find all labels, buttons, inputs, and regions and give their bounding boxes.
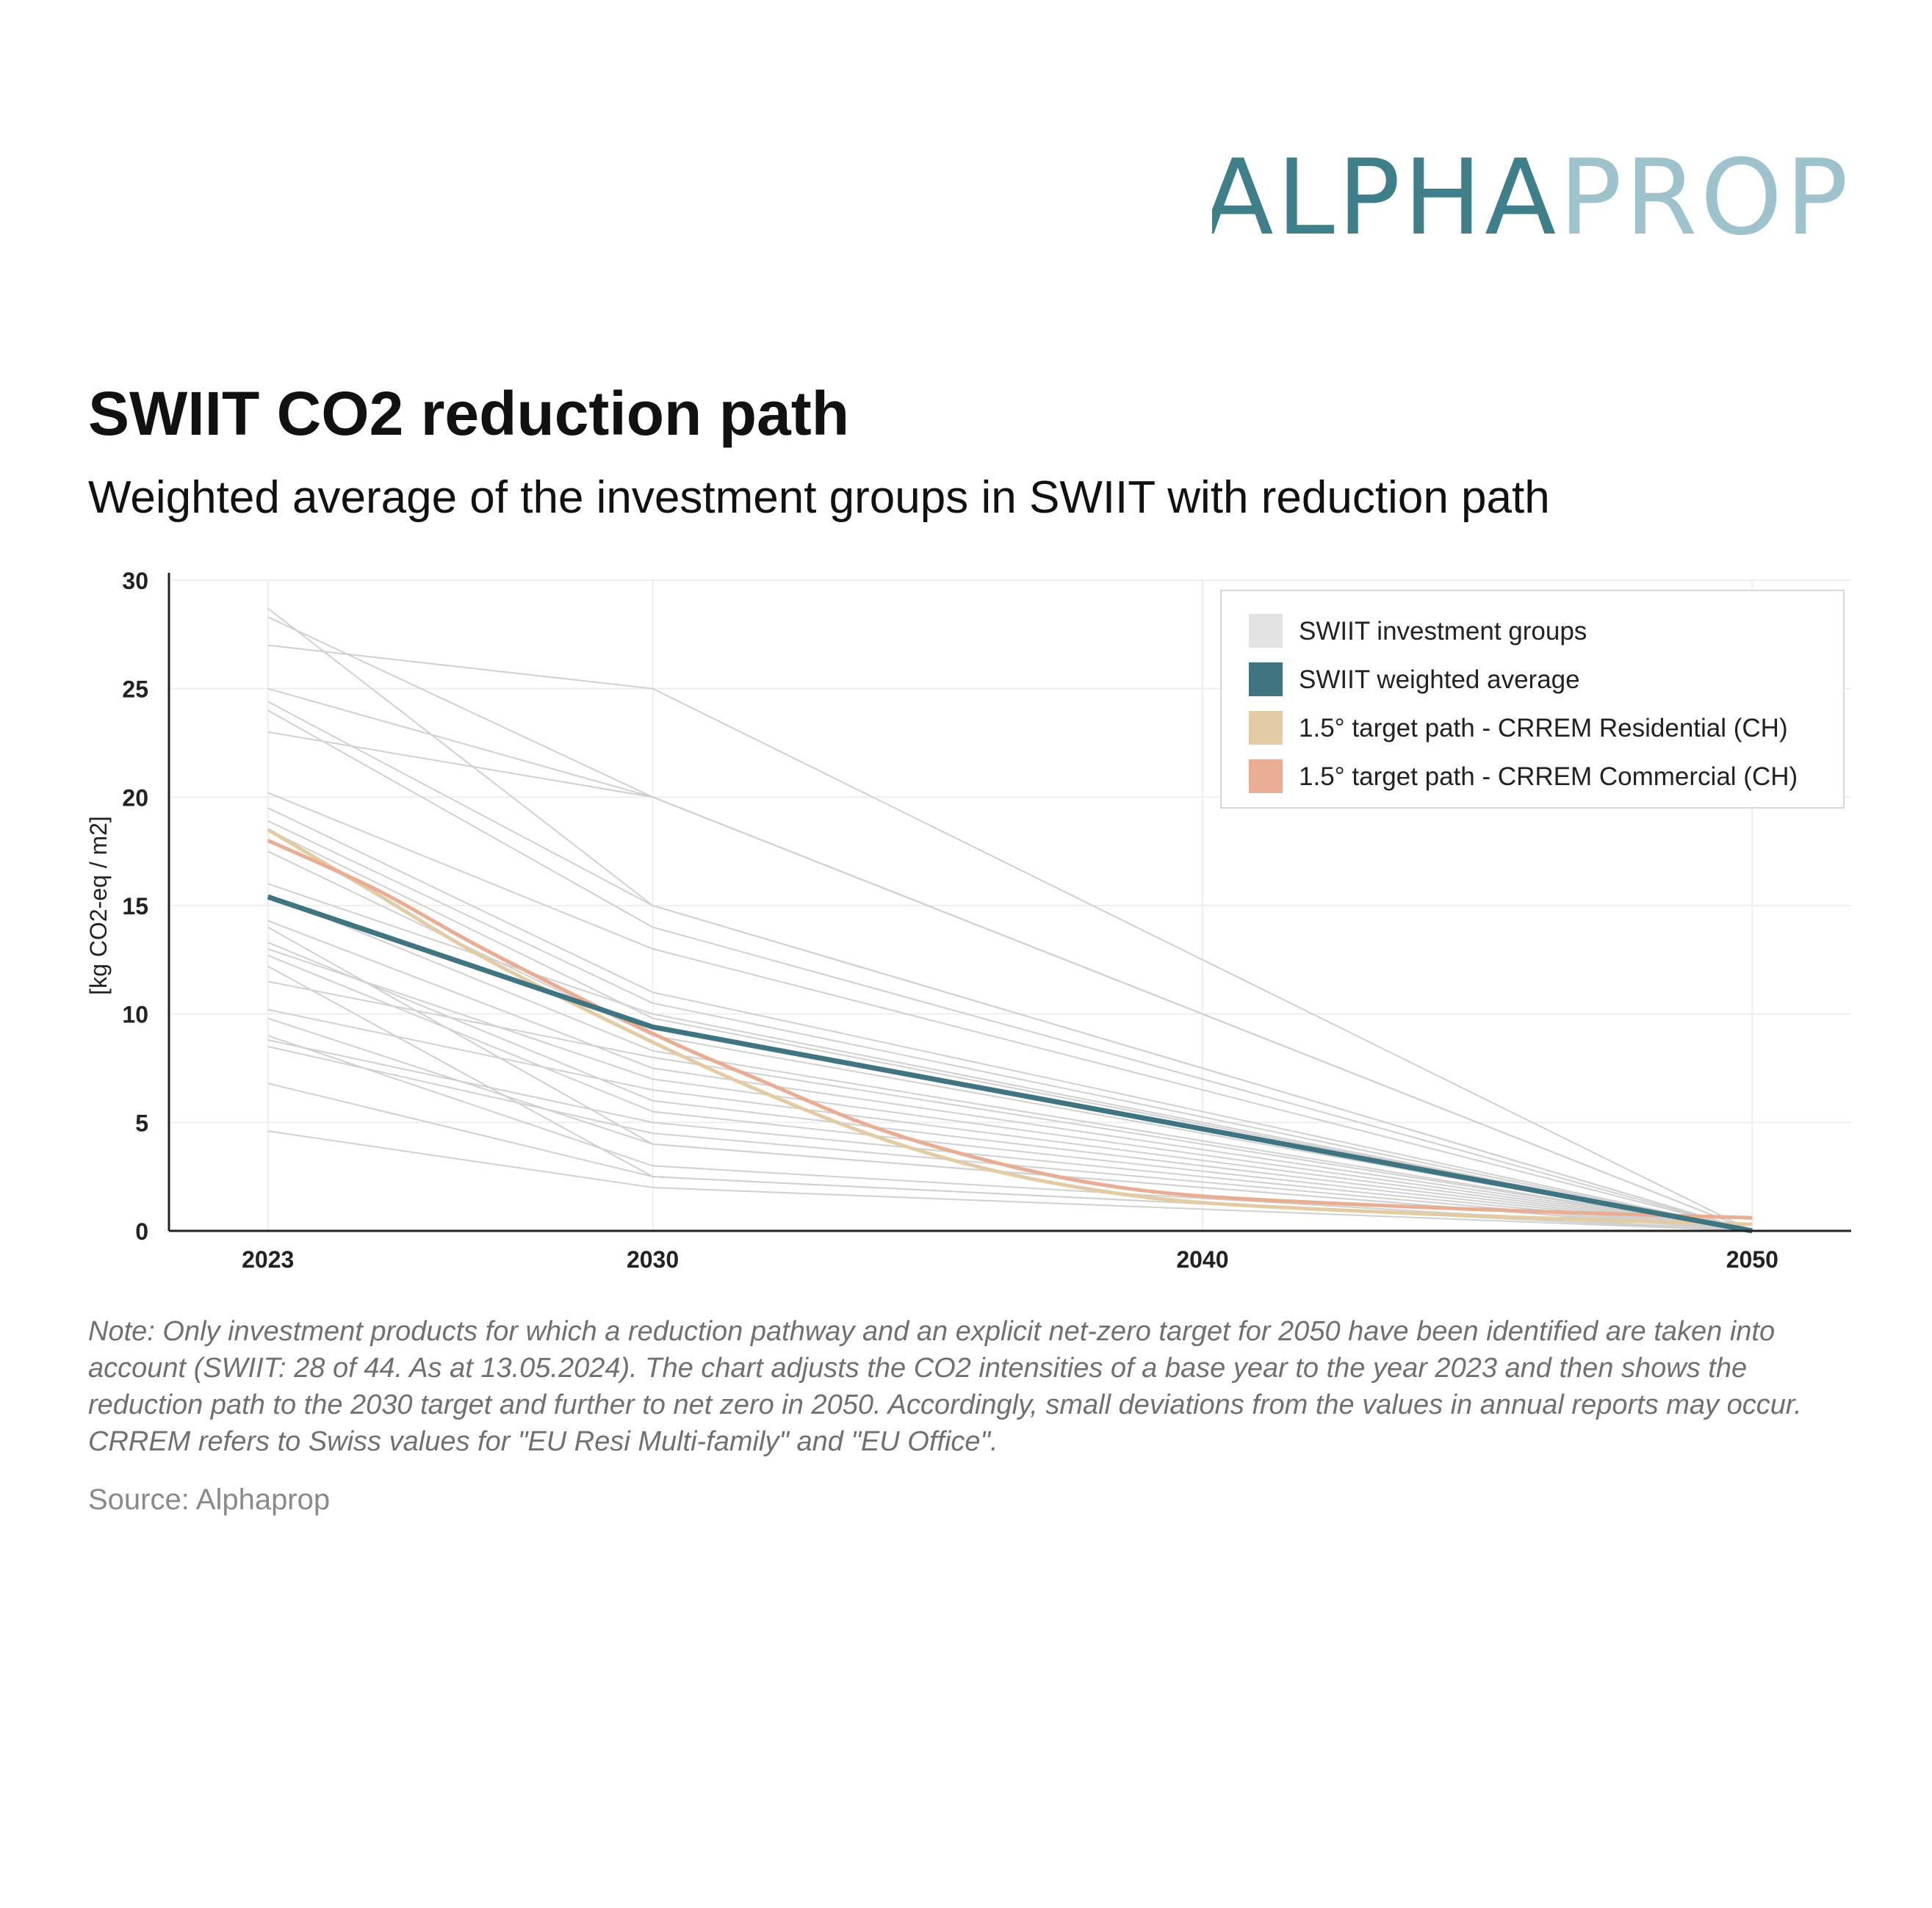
investment-group-line — [267, 894, 1753, 1232]
investment-group-line — [267, 919, 1753, 1232]
chart-subtitle: Weighted average of the investment group… — [88, 472, 1550, 523]
investment-group-line — [267, 850, 1753, 1232]
y-tick-label: 5 — [135, 1110, 148, 1136]
investment-group-line — [267, 701, 1753, 1232]
investment-group-line — [267, 948, 1753, 1232]
investment-group-line — [267, 1017, 1753, 1232]
series-crrem-residential — [267, 828, 1753, 1226]
investment-group-line — [267, 980, 1753, 1232]
co2-reduction-chart: 0 5 10 15 20 25 30 2023 2030 2040 2050 [kg CO2-eq /… — [0, 543, 1932, 1293]
chart-title: SWIIT CO2 reduction path — [88, 379, 850, 448]
x-tick-label: 2050 — [1726, 1246, 1778, 1273]
x-tick-label: 2023 — [242, 1246, 294, 1273]
y-tick-label: 30 — [122, 568, 148, 594]
legend-swatch — [1249, 662, 1283, 696]
y-axis-label: [kg CO2-eq / m2] — [85, 816, 112, 995]
chart-note: Note: Only investment products for which… — [88, 1316, 1802, 1457]
legend-label: SWIIT investment groups — [1299, 617, 1587, 646]
x-tick-label: 2040 — [1176, 1246, 1228, 1273]
y-tick-label: 10 — [122, 1002, 148, 1028]
investment-group-line — [267, 820, 1753, 1232]
legend-label: 1.5° target path - CRREM Residential (CH… — [1299, 714, 1788, 742]
alphaprop-logo: ALPHAPROP — [1202, 137, 1859, 264]
legend-box — [1220, 590, 1845, 809]
investment-group-line — [267, 883, 1753, 1232]
y-tick-label: 20 — [122, 784, 148, 811]
x-tick-label: 2030 — [627, 1246, 679, 1273]
y-tick-label: 25 — [122, 676, 148, 703]
chart-source: Source: Alphaprop — [88, 1484, 331, 1516]
investment-group-line — [267, 807, 1753, 1232]
investment-group-line — [267, 1130, 1753, 1232]
legend-swatch — [1249, 759, 1283, 793]
y-tick-label: 15 — [122, 893, 148, 919]
investment-group-line — [267, 709, 1753, 1232]
series-crrem-commercial — [267, 839, 1753, 1220]
chart-legend: SWIIT investment groups SWIIT weighted av… — [1220, 590, 1845, 809]
investment-group-line — [267, 828, 1753, 1232]
legend-label: SWIIT weighted average — [1299, 665, 1580, 694]
investment-group-line — [267, 644, 1753, 1232]
investment-group-line — [267, 942, 1753, 1232]
logo-part-prop: PROP — [1559, 147, 1851, 259]
legend-swatch — [1249, 614, 1283, 648]
series-weighted-average — [267, 894, 1753, 1234]
logo-part-alpha: ALPHA — [1212, 147, 1559, 259]
legend-swatch — [1249, 711, 1283, 745]
investment-group-line — [267, 1035, 1753, 1232]
legend-label: 1.5° target path - CRREM Commercial (CH) — [1299, 762, 1798, 791]
investment-group-line — [267, 792, 1753, 1232]
y-tick-label: 0 — [135, 1218, 148, 1245]
investment-group-line — [267, 1008, 1753, 1232]
svg-text:ALPHAPROP: ALPHAPROP — [1212, 147, 1851, 259]
investment-group-line — [267, 1045, 1753, 1232]
investment-group-line — [267, 1039, 1753, 1232]
investment-group-line — [267, 731, 1753, 1232]
